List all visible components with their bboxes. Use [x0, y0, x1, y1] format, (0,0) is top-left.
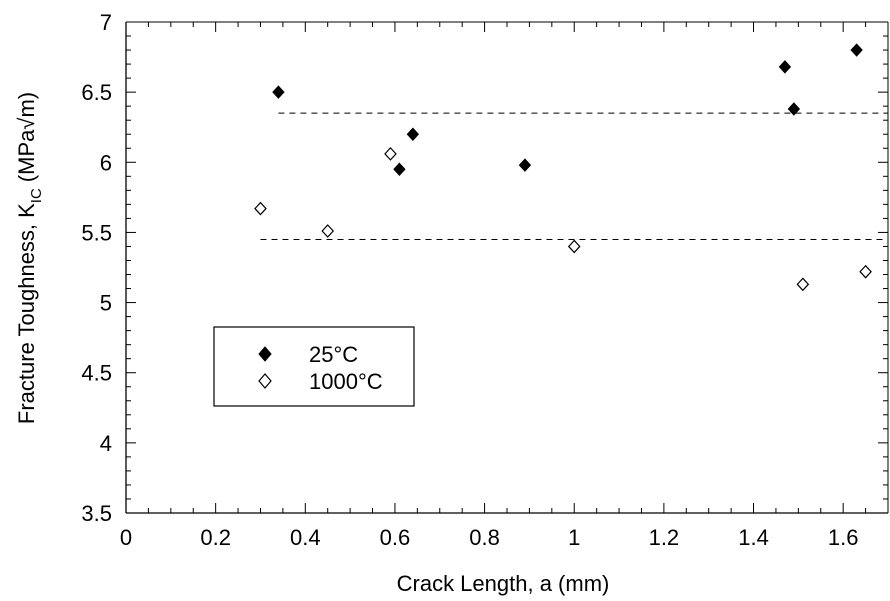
legend-marker-25c: [258, 346, 272, 362]
x-tick-label: 1: [568, 525, 580, 550]
legend-label-25c: 25°C: [309, 342, 358, 367]
x-axis-title: Crack Length, a (mm): [397, 571, 610, 596]
y-tick-label: 4: [100, 431, 112, 456]
y-axis-title-main: Fracture Toughness, K: [14, 203, 39, 424]
data-point-25c: [406, 127, 420, 141]
data-points: [254, 43, 872, 292]
x-tick-label: 1.4: [738, 525, 769, 550]
y-tick-label: 3.5: [81, 501, 112, 526]
y-axis-title: Fracture Toughness, KIC (MPa√m): [14, 92, 45, 424]
data-point-1000c: [254, 201, 267, 216]
tick-labels: 0 0.2 0.4 0.6 0.8 1 1.2 1.4 1.6 3.5 4 4.5 5 5.5 6 6.5 7: [81, 10, 858, 550]
x-tick-label: 1.6: [828, 525, 859, 550]
data-point-25c: [272, 85, 285, 99]
y-axis-title-subscript: IC: [28, 188, 45, 203]
data-point-1000c: [321, 224, 335, 238]
x-tick-label: 1.2: [649, 525, 680, 550]
data-point-1000c: [384, 146, 397, 161]
data-point-1000c: [796, 277, 810, 292]
data-point-25c: [787, 102, 801, 116]
legend-label-1000c: 1000°C: [309, 369, 383, 394]
y-tick-label: 5: [100, 291, 112, 316]
x-tick-label: 0.6: [380, 525, 411, 550]
reference-lines: [260, 112, 888, 240]
legend-marker-1000c: [258, 373, 272, 389]
data-point-1000c: [859, 264, 872, 279]
axis-ticks: [125, 21, 888, 514]
plot-axes: [125, 21, 889, 514]
y-tick-label: 7: [100, 10, 112, 35]
y-tick-label: 4.5: [81, 361, 112, 386]
x-tick-label: 0.8: [469, 525, 500, 550]
data-point-25c: [850, 43, 863, 57]
data-point-1000c: [567, 239, 581, 254]
legend: 25°C 1000°C: [213, 326, 415, 407]
data-point-25c: [393, 162, 406, 177]
y-tick-label: 5.5: [81, 220, 112, 245]
y-axis-title-unit: (MPa√m): [14, 92, 39, 182]
data-point-25c: [778, 60, 792, 74]
legend-box: [213, 326, 415, 407]
x-tick-label: 0.2: [200, 525, 231, 550]
x-tick-label: 0.4: [290, 525, 321, 550]
y-tick-label: 6.5: [81, 80, 112, 105]
x-tick-label: 0: [120, 525, 132, 550]
data-point-25c: [518, 158, 532, 172]
y-tick-label: 6: [100, 150, 112, 175]
